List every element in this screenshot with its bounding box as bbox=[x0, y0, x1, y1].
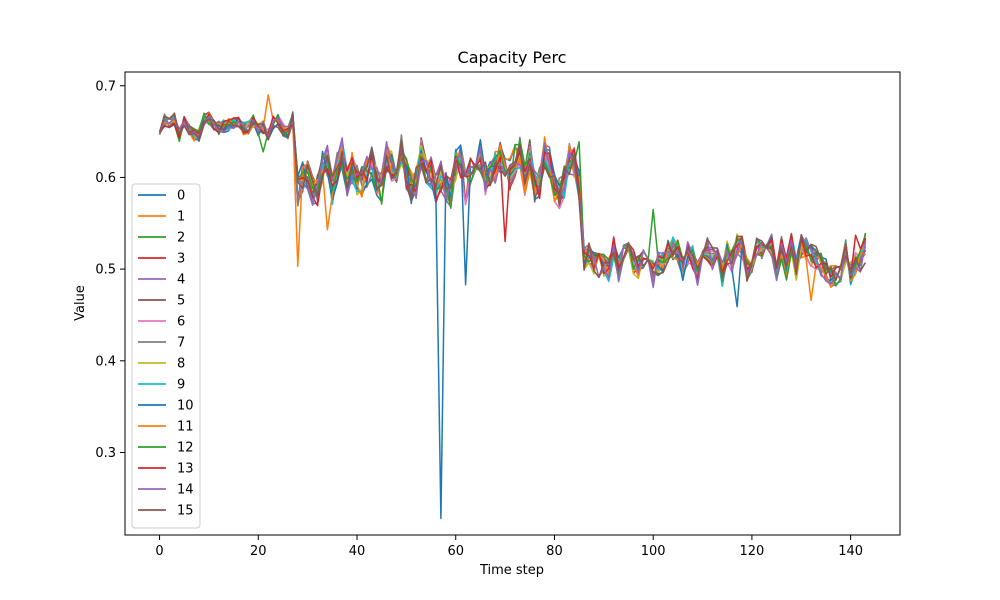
x-tick-label: 120 bbox=[739, 544, 764, 559]
legend-label-5: 5 bbox=[177, 294, 185, 309]
y-tick-label: 0.3 bbox=[95, 446, 116, 461]
y-tick-label: 0.7 bbox=[95, 79, 116, 94]
y-axis: 0.3 0.4 0.5 0.6 0.7 bbox=[95, 79, 125, 461]
x-tick-label: 40 bbox=[349, 544, 366, 559]
x-tick-label: 60 bbox=[447, 544, 464, 559]
legend-label-4: 4 bbox=[177, 273, 185, 288]
legend-label-10: 10 bbox=[177, 399, 194, 414]
series-line-8 bbox=[158, 112, 867, 286]
legend-label-1: 1 bbox=[177, 210, 185, 225]
plot-frame bbox=[124, 71, 901, 536]
plot-lines bbox=[158, 94, 867, 520]
series-line-4 bbox=[158, 112, 867, 288]
y-tick-label: 0.6 bbox=[95, 171, 116, 186]
legend-label-15: 15 bbox=[177, 504, 194, 519]
legend-box bbox=[131, 183, 201, 529]
y-tick-label: 0.4 bbox=[95, 354, 116, 369]
series-line-13 bbox=[158, 113, 867, 279]
legend-label-8: 8 bbox=[177, 357, 185, 372]
legend-label-0: 0 bbox=[177, 189, 185, 204]
series-line-12 bbox=[158, 112, 867, 287]
x-tick-label: 0 bbox=[155, 544, 163, 559]
chart-title: Capacity Perc bbox=[458, 48, 567, 67]
legend-label-2: 2 bbox=[177, 231, 185, 246]
y-tick-label: 0.5 bbox=[95, 263, 116, 278]
x-tick-label: 140 bbox=[838, 544, 863, 559]
legend-label-9: 9 bbox=[177, 378, 185, 393]
series-line-14 bbox=[158, 115, 867, 289]
x-axis-title: Time step bbox=[479, 563, 544, 578]
x-tick-label: 20 bbox=[250, 544, 267, 559]
legend-label-14: 14 bbox=[177, 483, 194, 498]
x-axis: 0 20 40 60 80 100 120 140 bbox=[155, 535, 863, 559]
series-line-15 bbox=[158, 112, 867, 282]
legend-label-13: 13 bbox=[177, 462, 194, 477]
legend-label-3: 3 bbox=[177, 252, 185, 267]
legend-label-11: 11 bbox=[177, 420, 194, 435]
series-line-2 bbox=[158, 113, 867, 282]
y-axis-title: Value bbox=[73, 285, 88, 321]
series-line-7 bbox=[158, 112, 867, 285]
x-tick-label: 80 bbox=[546, 544, 563, 559]
x-tick-label: 100 bbox=[641, 544, 666, 559]
legend-label-7: 7 bbox=[177, 336, 185, 351]
legend-label-12: 12 bbox=[177, 441, 194, 456]
legend-label-6: 6 bbox=[177, 315, 185, 330]
